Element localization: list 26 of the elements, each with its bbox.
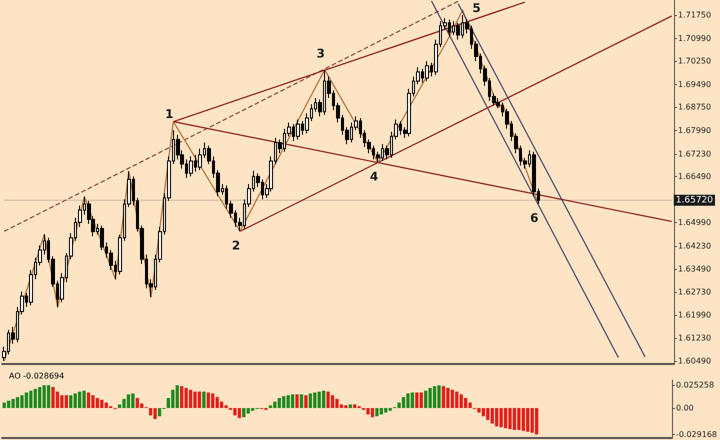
y-tick-label: 1.66490 — [678, 172, 712, 182]
y-tick-label: 1.62730 — [678, 288, 712, 297]
y-tick-label: 1.63490 — [678, 264, 712, 274]
y-tick-label: 1.70990 — [678, 34, 712, 43]
y-tick-label: 1.67990 — [678, 126, 712, 136]
y-tick-label: 0.00 — [676, 404, 694, 413]
chart-title: AO -0.028694 — [9, 372, 64, 380]
y-tick-label: 1.61230 — [678, 334, 712, 343]
y-tick-label: 1.60490 — [678, 356, 712, 366]
ref-line-label: 1.65720 — [676, 195, 714, 206]
annotation: 5 — [472, 1, 481, 15]
y-tick-label: 1.61990 — [678, 310, 712, 320]
annotation: 3 — [316, 46, 325, 61]
y-tick-label: 1.64230 — [678, 242, 712, 251]
y-tick-label: 1.64990 — [678, 218, 712, 228]
y-tick-label: 1.69490 — [678, 80, 712, 89]
annotation: 1 — [165, 107, 174, 122]
y-tick-label: 1.67230 — [678, 149, 712, 158]
annotation: 4 — [370, 169, 378, 184]
y-tick-label: 1.70250 — [678, 56, 712, 66]
y-tick-label: 1.71750 — [678, 10, 712, 20]
y-tick-label: 1.68750 — [678, 102, 712, 112]
y-tick-label: -0.029168 — [676, 430, 718, 440]
y-tick-label: 0.025258 — [676, 380, 714, 390]
annotation: 6 — [530, 210, 538, 225]
annotation: 2 — [232, 238, 240, 252]
